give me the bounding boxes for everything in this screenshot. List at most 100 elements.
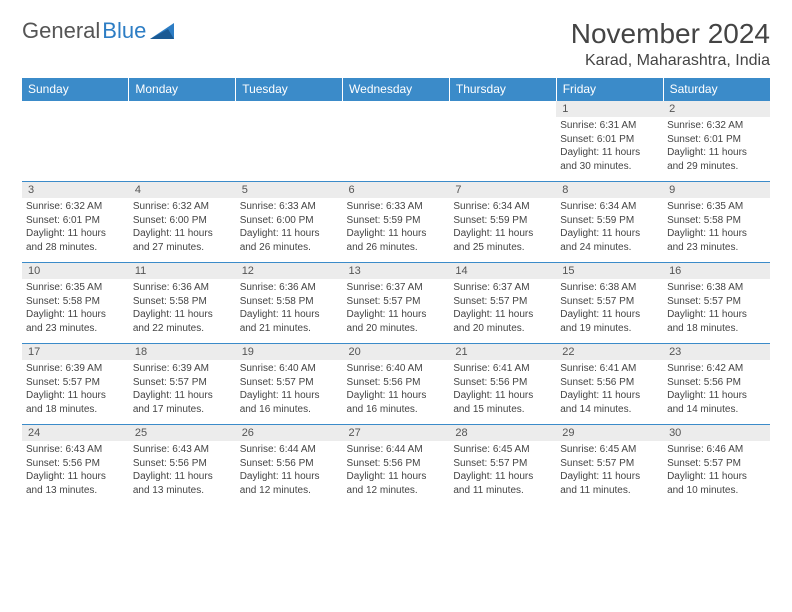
day-cell <box>22 101 129 182</box>
day-number: 15 <box>556 263 663 279</box>
day-number: 2 <box>663 101 770 117</box>
day-line: and 19 minutes. <box>560 322 659 336</box>
day-line: and 26 minutes. <box>240 241 339 255</box>
day-line: Sunrise: 6:43 AM <box>26 443 125 457</box>
day-line: Daylight: 11 hours <box>667 389 766 403</box>
day-line: and 16 minutes. <box>347 403 446 417</box>
header-bar: GeneralBlue November 2024 Karad, Maharas… <box>22 18 770 70</box>
day-line: Sunset: 5:56 PM <box>560 376 659 390</box>
day-number: 20 <box>343 344 450 360</box>
day-cell: 25Sunrise: 6:43 AMSunset: 5:56 PMDayligh… <box>129 425 236 506</box>
day-line: Sunset: 5:59 PM <box>453 214 552 228</box>
calendar-table: SundayMondayTuesdayWednesdayThursdayFrid… <box>22 78 770 505</box>
day-body: Sunrise: 6:46 AMSunset: 5:57 PMDaylight:… <box>663 441 770 505</box>
day-line: and 20 minutes. <box>347 322 446 336</box>
week-row: 3Sunrise: 6:32 AMSunset: 6:01 PMDaylight… <box>22 182 770 263</box>
day-line: Sunset: 5:58 PM <box>667 214 766 228</box>
day-cell: 9Sunrise: 6:35 AMSunset: 5:58 PMDaylight… <box>663 182 770 263</box>
weekday-header-row: SundayMondayTuesdayWednesdayThursdayFrid… <box>22 78 770 101</box>
day-line: Sunrise: 6:44 AM <box>347 443 446 457</box>
day-line: and 27 minutes. <box>133 241 232 255</box>
day-body: Sunrise: 6:37 AMSunset: 5:57 PMDaylight:… <box>343 279 450 343</box>
day-line: Sunset: 6:01 PM <box>560 133 659 147</box>
day-line: Sunset: 5:58 PM <box>26 295 125 309</box>
day-body: Sunrise: 6:44 AMSunset: 5:56 PMDaylight:… <box>343 441 450 505</box>
day-line: Daylight: 11 hours <box>347 227 446 241</box>
day-cell: 4Sunrise: 6:32 AMSunset: 6:00 PMDaylight… <box>129 182 236 263</box>
day-cell <box>236 101 343 182</box>
day-cell <box>449 101 556 182</box>
day-line: and 29 minutes. <box>667 160 766 174</box>
day-line: and 18 minutes. <box>667 322 766 336</box>
day-body: Sunrise: 6:38 AMSunset: 5:57 PMDaylight:… <box>556 279 663 343</box>
day-line: Daylight: 11 hours <box>453 308 552 322</box>
day-line: Sunrise: 6:42 AM <box>667 362 766 376</box>
day-number: 21 <box>449 344 556 360</box>
day-line: and 12 minutes. <box>240 484 339 498</box>
day-cell: 8Sunrise: 6:34 AMSunset: 5:59 PMDaylight… <box>556 182 663 263</box>
day-number: 13 <box>343 263 450 279</box>
day-body: Sunrise: 6:44 AMSunset: 5:56 PMDaylight:… <box>236 441 343 505</box>
day-line: Sunrise: 6:37 AM <box>347 281 446 295</box>
day-number: 18 <box>129 344 236 360</box>
day-line: Daylight: 11 hours <box>667 308 766 322</box>
day-line: and 12 minutes. <box>347 484 446 498</box>
day-cell: 22Sunrise: 6:41 AMSunset: 5:56 PMDayligh… <box>556 344 663 425</box>
day-cell: 14Sunrise: 6:37 AMSunset: 5:57 PMDayligh… <box>449 263 556 344</box>
day-line: Daylight: 11 hours <box>347 308 446 322</box>
day-line: and 11 minutes. <box>560 484 659 498</box>
day-line: Sunrise: 6:35 AM <box>667 200 766 214</box>
day-line: Sunset: 5:57 PM <box>453 295 552 309</box>
day-body: Sunrise: 6:32 AMSunset: 6:01 PMDaylight:… <box>22 198 129 262</box>
day-number: 4 <box>129 182 236 198</box>
day-body: Sunrise: 6:35 AMSunset: 5:58 PMDaylight:… <box>22 279 129 343</box>
day-line: Sunrise: 6:39 AM <box>26 362 125 376</box>
day-line: Daylight: 11 hours <box>667 146 766 160</box>
day-line: Daylight: 11 hours <box>240 470 339 484</box>
day-line: and 30 minutes. <box>560 160 659 174</box>
day-number: 28 <box>449 425 556 441</box>
day-line: Sunset: 5:57 PM <box>667 457 766 471</box>
day-cell: 16Sunrise: 6:38 AMSunset: 5:57 PMDayligh… <box>663 263 770 344</box>
day-number: 23 <box>663 344 770 360</box>
day-cell: 23Sunrise: 6:42 AMSunset: 5:56 PMDayligh… <box>663 344 770 425</box>
day-cell: 5Sunrise: 6:33 AMSunset: 6:00 PMDaylight… <box>236 182 343 263</box>
day-line: Sunrise: 6:36 AM <box>133 281 232 295</box>
day-number: 26 <box>236 425 343 441</box>
day-body <box>449 105 556 169</box>
day-line: Sunrise: 6:34 AM <box>453 200 552 214</box>
day-line: Daylight: 11 hours <box>240 389 339 403</box>
weekday-friday: Friday <box>556 78 663 101</box>
day-line: Sunset: 5:57 PM <box>240 376 339 390</box>
day-line: Sunrise: 6:44 AM <box>240 443 339 457</box>
day-line: Sunset: 5:57 PM <box>133 376 232 390</box>
day-line: Daylight: 11 hours <box>560 146 659 160</box>
day-body <box>22 105 129 169</box>
day-line: Daylight: 11 hours <box>26 470 125 484</box>
day-line: Sunrise: 6:31 AM <box>560 119 659 133</box>
day-cell: 1Sunrise: 6:31 AMSunset: 6:01 PMDaylight… <box>556 101 663 182</box>
day-line: and 20 minutes. <box>453 322 552 336</box>
day-line: Sunrise: 6:46 AM <box>667 443 766 457</box>
day-number: 24 <box>22 425 129 441</box>
weekday-monday: Monday <box>129 78 236 101</box>
day-line: Daylight: 11 hours <box>133 389 232 403</box>
day-body: Sunrise: 6:43 AMSunset: 5:56 PMDaylight:… <box>22 441 129 505</box>
day-line: Sunset: 5:57 PM <box>26 376 125 390</box>
day-line: and 13 minutes. <box>26 484 125 498</box>
weekday-saturday: Saturday <box>663 78 770 101</box>
day-cell: 3Sunrise: 6:32 AMSunset: 6:01 PMDaylight… <box>22 182 129 263</box>
day-line: Sunset: 5:56 PM <box>347 457 446 471</box>
day-body: Sunrise: 6:41 AMSunset: 5:56 PMDaylight:… <box>449 360 556 424</box>
day-line: Daylight: 11 hours <box>667 227 766 241</box>
day-line: Sunrise: 6:45 AM <box>453 443 552 457</box>
day-cell <box>129 101 236 182</box>
day-number: 22 <box>556 344 663 360</box>
day-cell: 2Sunrise: 6:32 AMSunset: 6:01 PMDaylight… <box>663 101 770 182</box>
day-line: Sunrise: 6:41 AM <box>560 362 659 376</box>
day-line: and 26 minutes. <box>347 241 446 255</box>
week-row: 10Sunrise: 6:35 AMSunset: 5:58 PMDayligh… <box>22 263 770 344</box>
day-line: Daylight: 11 hours <box>26 389 125 403</box>
weekday-tuesday: Tuesday <box>236 78 343 101</box>
day-line: Daylight: 11 hours <box>240 227 339 241</box>
